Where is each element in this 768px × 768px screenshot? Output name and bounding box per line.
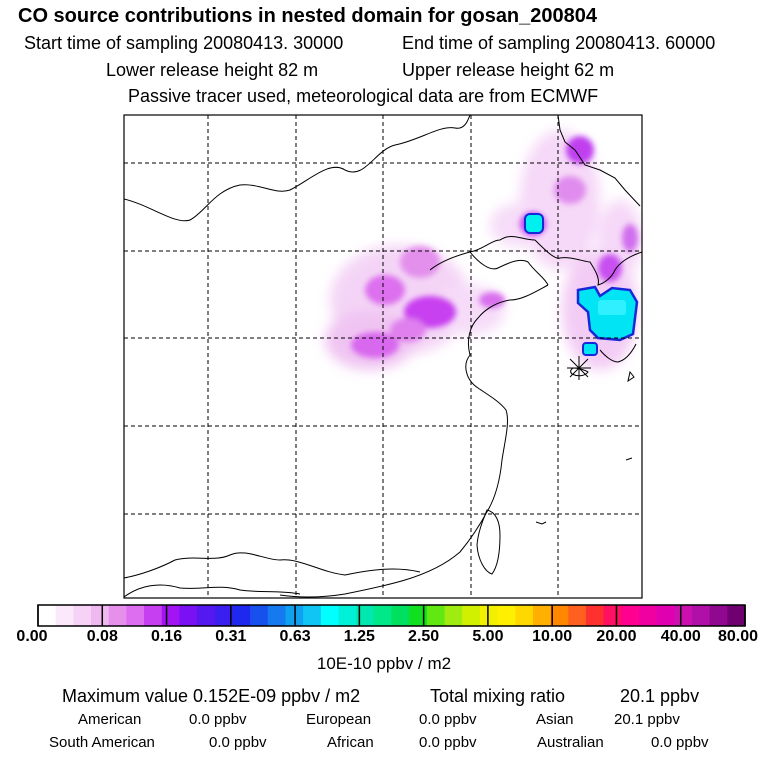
colorbar-swatch	[179, 605, 198, 626]
colorbar-swatch	[409, 605, 428, 626]
colorbar-swatch	[391, 605, 410, 626]
colorbar-swatch	[73, 605, 92, 626]
plot-title: CO source contributions in nested domain…	[18, 5, 598, 27]
african-value: 0.0 ppbv	[419, 734, 477, 751]
colorbar-swatch	[462, 605, 481, 626]
american-value: 0.0 ppbv	[189, 711, 247, 728]
colorbar-swatch	[55, 605, 74, 626]
colorbar-swatch	[232, 605, 251, 626]
colorbar-swatch	[426, 605, 446, 626]
colorbar-swatch	[161, 605, 181, 626]
colorbar-swatch	[338, 605, 357, 626]
european-label: European	[306, 711, 372, 728]
european-value: 0.0 ppbv	[419, 711, 477, 728]
colorbar-frame	[37, 604, 746, 627]
colorbar	[37, 605, 746, 626]
max-value: Maximum value 0.152E-09 ppbv / m2	[62, 686, 361, 706]
colorbar-swatch	[38, 605, 57, 626]
south-american-label: South American	[49, 734, 155, 751]
colorbar-swatch	[373, 605, 393, 626]
colorbar-swatch	[515, 605, 534, 626]
asian-value: 20.1 ppbv	[614, 711, 680, 728]
south-american-value: 0.0 ppbv	[209, 734, 267, 751]
colorbar-swatch	[108, 605, 127, 626]
colorbar-swatch	[603, 605, 622, 626]
upper-release-height: Upper release height 62 m	[402, 60, 615, 80]
colorbar-swatch	[320, 605, 340, 626]
end-time: End time of sampling 20080413. 60000	[402, 33, 716, 53]
colorbar-swatch	[691, 605, 711, 626]
colorbar-tick-label: 20.00	[596, 628, 637, 645]
colorbar-swatch	[550, 605, 569, 626]
colorbar-swatch	[638, 605, 658, 626]
colorbar-swatch	[727, 605, 746, 626]
colorbar-tick-label: 0.00	[16, 628, 48, 645]
colorbar-swatch	[585, 605, 605, 626]
colorbar-swatch	[568, 605, 587, 626]
colorbar-swatch	[709, 605, 728, 626]
colorbar-swatch	[144, 605, 163, 626]
colorbar-swatch	[250, 605, 269, 626]
colorbar-swatch	[479, 605, 499, 626]
australian-value: 0.0 ppbv	[651, 734, 709, 751]
colorbar-swatch	[444, 605, 463, 626]
colorbar-tick-label: 0.63	[279, 628, 311, 645]
plume-peak	[524, 213, 639, 356]
australian-label: Australian	[537, 734, 604, 751]
colorbar-tick-label: 2.50	[408, 628, 440, 645]
receptor-marker-gosan	[567, 356, 591, 380]
lower-release-height: Lower release height 82 m	[106, 60, 319, 80]
tracer-note: Passive tracer used, meteorological data…	[128, 86, 599, 106]
colorbar-unit: 10E-10 ppbv / m2	[316, 654, 452, 673]
graticule	[124, 115, 642, 598]
colorbar-swatch	[497, 605, 516, 626]
total-mixing-label: Total mixing ratio	[430, 686, 566, 706]
colorbar-tick-label: 80.00	[717, 628, 759, 645]
colorbar-swatch	[674, 605, 693, 626]
colorbar-swatch	[532, 605, 552, 626]
colorbar-swatch	[656, 605, 675, 626]
colorbar-swatch	[621, 605, 640, 626]
start-time: Start time of sampling 20080413. 30000	[24, 33, 344, 53]
asian-label: Asian	[536, 711, 574, 728]
coastlines	[124, 115, 642, 598]
colorbar-tick-label: 0.31	[215, 628, 247, 645]
colorbar-tick-label: 40.00	[660, 628, 701, 645]
colorbar-swatch	[197, 605, 216, 626]
colorbar-swatch	[126, 605, 145, 626]
colorbar-swatch	[214, 605, 234, 626]
colorbar-swatch	[303, 605, 322, 626]
american-label: American	[78, 711, 142, 728]
plume-layer	[325, 130, 642, 370]
colorbar-swatch	[91, 605, 110, 626]
colorbar-tick-label: 0.08	[86, 628, 118, 645]
colorbar-swatch	[267, 605, 287, 626]
colorbar-tick-label: 10.00	[532, 628, 573, 645]
total-mixing-value: 20.1 ppbv	[620, 686, 700, 706]
colorbar-tick-label: 0.16	[150, 628, 183, 645]
colorbar-tick-label: 5.00	[472, 628, 504, 645]
african-label: African	[327, 734, 374, 751]
map-frame	[123, 114, 643, 599]
colorbar-swatch	[356, 605, 375, 626]
colorbar-tick-label: 1.25	[343, 628, 375, 645]
